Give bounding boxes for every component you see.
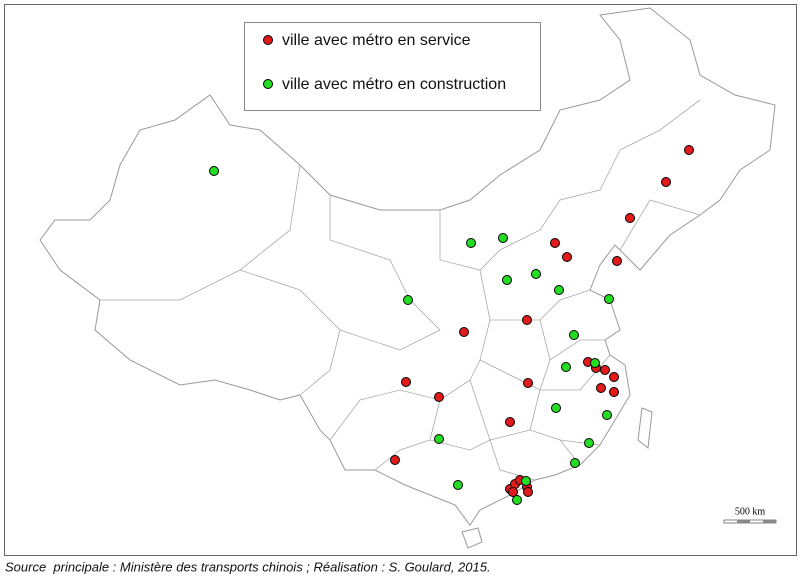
- city-dot: [596, 383, 606, 393]
- legend: ville avec métro en service ville avec m…: [244, 22, 541, 111]
- city-dot: [505, 417, 515, 427]
- city-dot: [661, 177, 671, 187]
- city-dot: [584, 438, 594, 448]
- city-dot: [531, 269, 541, 279]
- city-dot: [434, 434, 444, 444]
- city-dot: [466, 238, 476, 248]
- city-dot: [512, 495, 522, 505]
- city-dot: [390, 455, 400, 465]
- scale-rect: [763, 520, 776, 523]
- legend-label: ville avec métro en construction: [282, 76, 506, 93]
- city-dot: [602, 410, 612, 420]
- province-borders: [100, 99, 701, 481]
- city-dot: [521, 476, 531, 486]
- city-points: [209, 145, 694, 505]
- city-dot: [502, 275, 512, 285]
- city-dot: [600, 365, 610, 375]
- city-dot: [604, 294, 614, 304]
- city-dot: [401, 377, 411, 387]
- island: [637, 407, 653, 449]
- city-dot: [508, 487, 518, 497]
- city-dot: [570, 458, 580, 468]
- city-dot: [434, 392, 444, 402]
- city-dot: [561, 362, 571, 372]
- city-dot: [612, 256, 622, 266]
- legend-label: ville avec métro en service: [282, 32, 471, 49]
- city-dot: [498, 233, 508, 243]
- island: [461, 527, 483, 549]
- legend-marker: [263, 79, 273, 89]
- city-dot: [625, 213, 635, 223]
- city-dot: [562, 252, 572, 262]
- city-dot: [523, 378, 533, 388]
- city-dot: [590, 358, 600, 368]
- city-dot: [609, 372, 619, 382]
- scale-bar: 500 km: [723, 506, 777, 524]
- city-dot: [523, 487, 533, 497]
- city-dot: [551, 403, 561, 413]
- city-dot: [569, 330, 579, 340]
- city-dot: [522, 315, 532, 325]
- city-dot: [684, 145, 694, 155]
- city-dot: [554, 285, 564, 295]
- city-dot: [609, 387, 619, 397]
- legend-box: [244, 22, 541, 111]
- city-dot: [550, 238, 560, 248]
- legend-marker: [263, 35, 273, 45]
- city-dot: [209, 166, 219, 176]
- scale-label: 500 km: [735, 506, 766, 517]
- scale-rect: [737, 520, 750, 523]
- city-dot: [459, 327, 469, 337]
- city-dot: [453, 480, 463, 490]
- city-dot: [403, 295, 413, 305]
- source-note: Source principale : Ministère des transp…: [5, 559, 491, 574]
